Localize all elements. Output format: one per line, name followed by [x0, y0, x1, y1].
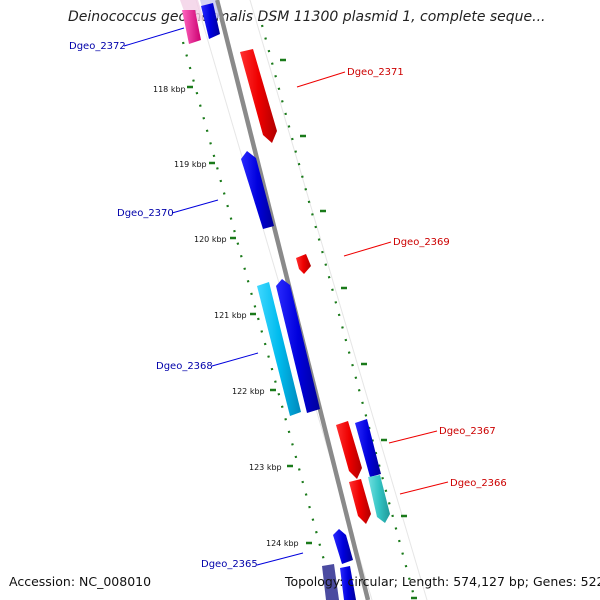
label-line-dgeo-2369 — [343, 241, 392, 257]
gene-label-dgeo-2368[interactable]: Dgeo_2368 — [156, 361, 213, 372]
accession-text: Accession: NC_008010 — [9, 574, 152, 589]
gene-label-dgeo-2366[interactable]: Dgeo_2366 — [450, 478, 507, 489]
inner-scale: 118 kbp 119 kbp 120 kbp 121 kbp 122 kbp … — [153, 41, 330, 576]
tick-label-121: 121 kbp — [214, 311, 247, 320]
gene-dgeo-2368-partner[interactable] — [276, 279, 320, 413]
tick-label-120: 120 kbp — [194, 235, 227, 244]
label-line-dgeo-2370 — [171, 199, 219, 214]
label-line-dgeo-2372 — [123, 27, 185, 47]
label-line-dgeo-2367 — [388, 430, 438, 444]
tick-label-124: 124 kbp — [266, 539, 299, 548]
gene-dgeo-2372-partner[interactable] — [201, 3, 220, 39]
outer-scale — [260, 24, 417, 600]
label-line-dgeo-2368 — [211, 352, 259, 367]
gene-label-dgeo-2369[interactable]: Dgeo_2369 — [393, 237, 450, 248]
label-line-dgeo-2365 — [256, 552, 304, 566]
gene-dgeo-2366[interactable] — [368, 475, 390, 523]
lane-guide-right — [249, 0, 428, 600]
gene-label-dgeo-2365[interactable]: Dgeo_2365 — [201, 559, 258, 570]
gene-label-dgeo-2372[interactable]: Dgeo_2372 — [69, 41, 126, 52]
gene-dgeo-2370[interactable] — [241, 151, 274, 229]
gene-label-dgeo-2371[interactable]: Dgeo_2371 — [347, 67, 404, 78]
topology-summary: Topology: circular; Length: 574,127 bp; … — [285, 574, 600, 589]
tick-label-119: 119 kbp — [174, 160, 207, 169]
gene-label-dgeo-2367[interactable]: Dgeo_2367 — [439, 426, 496, 437]
gene-dgeo-2368[interactable] — [257, 282, 301, 416]
gene-dgeo-2372[interactable] — [182, 10, 201, 44]
gene-label-dgeo-2370[interactable]: Dgeo_2370 — [117, 208, 174, 219]
label-line-dgeo-2371 — [296, 71, 346, 88]
gene-partial-bottom[interactable] — [340, 566, 356, 600]
gene-dgeo-2367-partner[interactable] — [355, 419, 381, 477]
gene-dgeo-2371[interactable] — [240, 49, 277, 143]
gene-dgeo-2369[interactable] — [296, 254, 311, 274]
gene-partial-bottom[interactable] — [322, 564, 339, 600]
label-line-dgeo-2366 — [399, 481, 449, 495]
tick-label-123: 123 kbp — [249, 463, 282, 472]
tick-label-118: 118 kbp — [153, 85, 186, 94]
gene-dgeo-2365[interactable] — [333, 529, 353, 564]
gene-dgeo-2367[interactable] — [336, 421, 362, 479]
tick-label-122: 122 kbp — [232, 387, 265, 396]
gene-dgeo-2366-partner[interactable] — [349, 479, 371, 524]
